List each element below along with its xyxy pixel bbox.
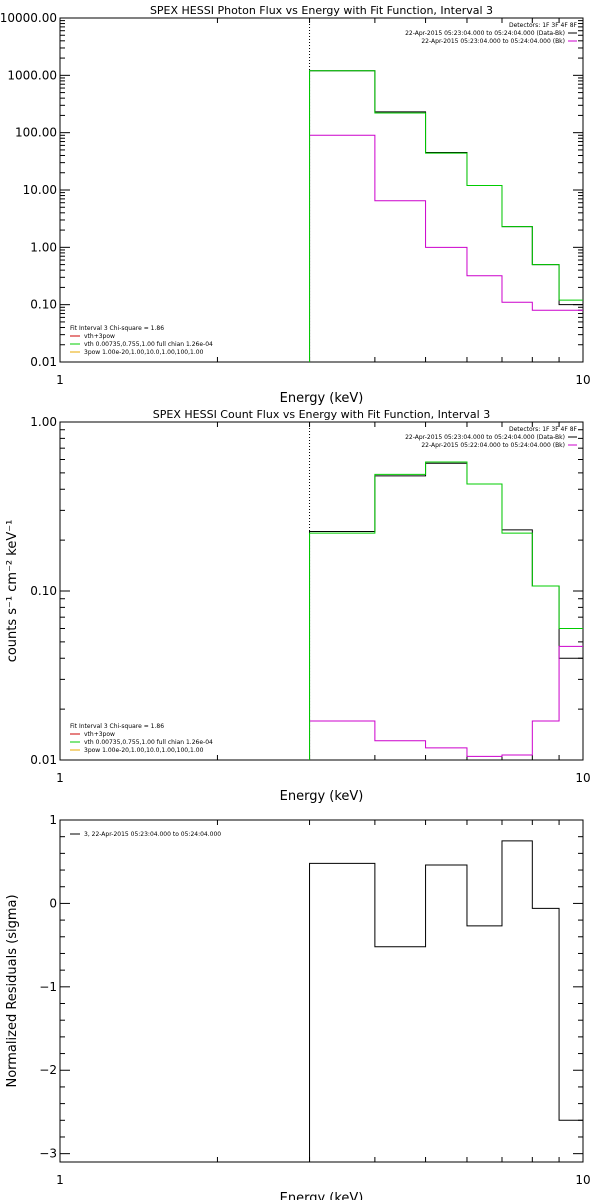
y-tick-label: 10000.00: [0, 11, 57, 25]
x-axis-label-2: Energy (keV): [280, 1191, 364, 1200]
chart-title-0: SPEX HESSI Photon Flux vs Energy with Fi…: [150, 4, 493, 17]
series-line-background_subtracted: [309, 645, 583, 760]
y-tick-label: 10.00: [23, 183, 57, 197]
y-tick-label: 0.10: [30, 584, 57, 598]
chart-title-1: SPEX HESSI Count Flux vs Energy with Fit…: [153, 408, 490, 421]
y-tick-label: 0: [49, 896, 57, 910]
legend-left-entry: 3pow 1.00e-20,1.00,10.0,1.00,100,1.00: [84, 747, 204, 754]
x-tick-label: 10: [575, 1173, 590, 1187]
y-tick-label: 1.00: [30, 240, 57, 254]
y-tick-label: 1000.00: [7, 68, 57, 82]
legend-right-entry: 22-Apr-2015 05:22:04.000 to 05:24:04.000…: [421, 442, 565, 449]
plot-frame-2: [59, 819, 584, 1163]
y-tick-label: 100.00: [15, 126, 57, 140]
legend-left-entry: vth 0.00735,0.755,1.00 full chian 1.26e-…: [84, 739, 213, 746]
y-tick-label: 0.10: [30, 298, 57, 312]
legend-right-header: Detectors: 1F 3F 4F 8F: [509, 22, 578, 29]
x-axis-label-1: Energy (keV): [280, 789, 364, 804]
y-axis-label-1: counts s⁻¹ cm⁻² keV⁻¹: [5, 520, 20, 663]
y-tick-label: −3: [39, 1147, 57, 1161]
x-tick-label: 10: [575, 373, 590, 387]
x-axis-label-0: Energy (keV): [280, 391, 364, 406]
legend-left-entry: vth+3pow: [84, 333, 115, 340]
y-tick-label: 0.01: [30, 355, 57, 369]
x-tick-label: 1: [56, 373, 64, 387]
legend-right-header: Detectors: 1F 3F 4F 8F: [509, 426, 578, 433]
legend-right-entry: 22-Apr-2015 05:23:04.000 to 05:24:04.000…: [405, 30, 565, 37]
series-line-background_subtracted: [309, 134, 583, 362]
y-tick-label: 1.00: [30, 415, 57, 429]
y-tick-label: 1: [49, 813, 57, 827]
legend-left-entry: vth+3pow: [84, 731, 115, 738]
y-tick-label: −1: [39, 980, 57, 994]
y-axis-label-2: Normalized Residuals (sigma): [5, 894, 20, 1087]
y-tick-label: −2: [39, 1063, 57, 1077]
x-tick-label: 10: [575, 771, 590, 785]
x-tick-label: 1: [56, 1173, 64, 1187]
legend-right-entry: 22-Apr-2015 05:23:04.000 to 05:24:04.000…: [421, 38, 565, 45]
y-tick-label: 0.01: [30, 753, 57, 767]
legend-left-header: Fit Interval 3 Chi-square = 1.86: [70, 325, 164, 332]
legend-right-entry: 22-Apr-2015 05:23:04.000 to 05:24:04.000…: [405, 434, 565, 441]
x-tick-label: 1: [56, 771, 64, 785]
series-line-data: [309, 840, 584, 1162]
legend-left-entry: 3, 22-Apr-2015 05:23:04.000 to 05:24:04.…: [84, 831, 221, 838]
legend-left-header: Fit Interval 3 Chi-square = 1.86: [70, 723, 164, 730]
legend-left-entry: 3pow 1.00e-20,1.00,10.0,1.00,100,1.00: [84, 349, 204, 356]
legend-left-entry: vth 0.00735,0.755,1.00 full chian 1.26e-…: [84, 341, 213, 348]
series-line-vth: [309, 70, 583, 362]
series-line-vth: [309, 461, 583, 760]
